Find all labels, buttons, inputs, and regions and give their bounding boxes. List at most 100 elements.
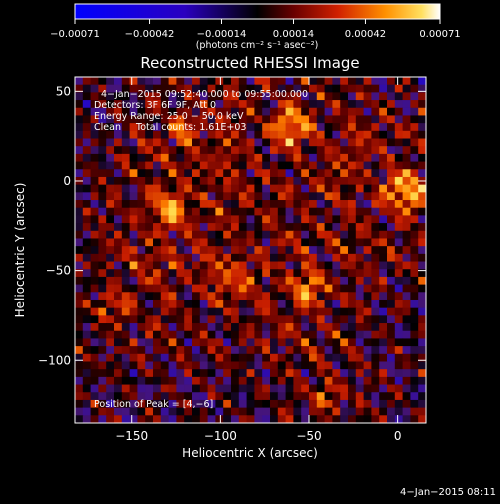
heatmap-cell <box>371 238 380 247</box>
heatmap-cell <box>277 284 287 293</box>
heatmap-cell <box>340 407 349 416</box>
heatmap-cell <box>192 269 201 278</box>
heatmap-cell <box>176 207 185 216</box>
heatmap-cell <box>371 276 380 286</box>
heatmap-cell <box>90 207 99 216</box>
heatmap-cell <box>363 338 372 347</box>
heatmap-cell <box>184 115 193 124</box>
heatmap-cell <box>207 84 216 93</box>
heatmap-cell <box>137 292 146 301</box>
heatmap-cell <box>75 138 84 147</box>
heatmap-cell <box>316 146 326 155</box>
heatmap-cell <box>129 307 138 316</box>
heatmap-cell <box>192 184 201 193</box>
heatmap-cell <box>270 153 279 163</box>
heatmap-cell <box>114 161 123 170</box>
heatmap-cell <box>82 184 92 193</box>
heatmap-cell <box>324 169 333 178</box>
heatmap-cell <box>316 246 326 255</box>
heatmap-cell <box>324 153 333 163</box>
heatmap-cell <box>145 100 154 109</box>
heatmap-cell <box>90 284 99 293</box>
heatmap-cell <box>262 123 271 132</box>
heatmap-cell <box>145 246 154 255</box>
heatmap-cell <box>254 238 263 247</box>
heatmap-cell <box>231 161 240 170</box>
heatmap-cell <box>223 261 232 270</box>
heatmap-cell <box>285 261 294 270</box>
heatmap-cell <box>114 399 123 409</box>
heatmap-cell <box>262 77 271 86</box>
heatmap-cell <box>129 169 138 178</box>
heatmap-cell <box>176 392 185 401</box>
heatmap-cell <box>145 238 154 247</box>
heatmap-cell <box>145 269 154 278</box>
heatmap-cell <box>394 353 404 363</box>
heatmap-cell <box>223 84 232 93</box>
heatmap-cell <box>355 230 365 240</box>
heatmap-cell <box>262 261 271 270</box>
heatmap-cell <box>106 207 115 216</box>
heatmap-cell <box>254 407 263 416</box>
heatmap-cell <box>199 238 209 247</box>
heatmap-cell <box>106 77 115 86</box>
heatmap-cell <box>355 376 365 386</box>
heatmap-cell <box>114 200 123 209</box>
heatmap-cell <box>316 138 326 147</box>
heatmap-cell <box>199 153 209 163</box>
heatmap-cell <box>153 407 162 416</box>
heatmap-cell <box>387 399 396 409</box>
heatmap-cell <box>246 77 255 86</box>
heatmap-cell <box>246 130 255 140</box>
heatmap-cell <box>82 323 92 332</box>
heatmap-cell <box>254 299 263 309</box>
heatmap-cell <box>199 353 209 363</box>
heatmap-cell <box>75 384 84 393</box>
heatmap-cell <box>332 100 341 109</box>
x-tick-label: 0 <box>394 429 402 443</box>
heatmap-cell <box>270 376 279 386</box>
heatmap-cell <box>199 399 209 409</box>
heatmap-cell <box>301 123 310 132</box>
heatmap-cell <box>192 207 201 216</box>
heatmap-cell <box>184 246 193 255</box>
heatmap-cell <box>371 346 380 355</box>
heatmap-cell <box>379 269 388 278</box>
heatmap-cell <box>254 230 263 240</box>
heatmap-cell <box>348 323 357 332</box>
heatmap-cell <box>223 77 232 86</box>
heatmap-cell <box>98 138 107 147</box>
heatmap-cell <box>176 384 185 393</box>
heatmap-cell <box>324 246 333 255</box>
heatmap-cell <box>121 138 131 147</box>
heatmap-cell <box>246 346 255 355</box>
heatmap-cell <box>254 323 263 332</box>
heatmap-cell <box>394 176 404 186</box>
heatmap-cell <box>355 192 365 201</box>
heatmap-cell <box>371 138 380 147</box>
heatmap-cell <box>277 392 287 401</box>
heatmap-cell <box>106 361 115 370</box>
heatmap-cell <box>207 92 216 101</box>
heatmap-cell <box>363 261 372 270</box>
heatmap-cell <box>238 77 248 86</box>
heatmap-cell <box>106 253 115 263</box>
heatmap-cell <box>199 107 209 117</box>
heatmap-cell <box>153 353 162 363</box>
heatmap-cell <box>82 146 92 155</box>
heatmap-cell <box>238 261 248 270</box>
heatmap-cell <box>246 415 255 423</box>
heatmap-cell <box>371 207 380 216</box>
heatmap-cell <box>246 269 255 278</box>
heatmap-cell <box>418 376 426 386</box>
heatmap-cell <box>324 399 333 409</box>
heatmap-cell <box>153 223 162 232</box>
heatmap-cell <box>75 253 84 263</box>
heatmap-cell <box>145 84 154 93</box>
heatmap-cell <box>394 230 404 240</box>
heatmap-cell <box>316 315 326 324</box>
heatmap-cell <box>137 276 146 286</box>
heatmap-cell <box>316 107 326 117</box>
heatmap-cell <box>309 230 318 240</box>
heatmap-cell <box>371 307 380 316</box>
